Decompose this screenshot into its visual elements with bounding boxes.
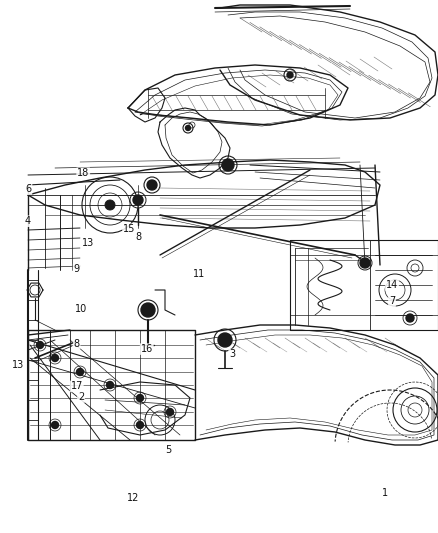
Circle shape — [77, 368, 84, 376]
Text: 15: 15 — [123, 224, 135, 234]
Circle shape — [166, 408, 173, 416]
Text: 2: 2 — [78, 392, 84, 402]
Text: 13: 13 — [12, 360, 25, 370]
Circle shape — [287, 72, 293, 78]
Text: 8: 8 — [74, 339, 80, 349]
Circle shape — [133, 195, 143, 205]
Circle shape — [36, 342, 43, 349]
Text: 5: 5 — [166, 446, 172, 455]
Circle shape — [106, 382, 113, 389]
Circle shape — [137, 394, 144, 401]
Circle shape — [137, 422, 144, 429]
Text: 8: 8 — [135, 232, 141, 242]
Text: 7: 7 — [389, 296, 395, 306]
Circle shape — [52, 354, 59, 361]
Text: 3: 3 — [229, 350, 235, 359]
Text: 9: 9 — [74, 264, 80, 274]
Circle shape — [52, 422, 59, 429]
Circle shape — [141, 303, 155, 317]
Text: 17: 17 — [71, 382, 83, 391]
Text: 14: 14 — [386, 280, 398, 290]
Text: 18: 18 — [77, 168, 89, 178]
Text: 13: 13 — [81, 238, 94, 247]
Circle shape — [105, 200, 115, 210]
Text: 6: 6 — [25, 184, 32, 194]
Circle shape — [222, 159, 234, 171]
Circle shape — [218, 333, 232, 347]
Circle shape — [406, 314, 414, 322]
Circle shape — [147, 180, 157, 190]
Circle shape — [186, 125, 191, 131]
Text: 12: 12 — [127, 494, 140, 503]
Text: 11: 11 — [193, 270, 205, 279]
Text: 1: 1 — [382, 488, 389, 498]
Text: 10: 10 — [75, 304, 87, 314]
Circle shape — [360, 258, 370, 268]
Text: 16: 16 — [141, 344, 153, 354]
Text: 4: 4 — [24, 216, 30, 226]
